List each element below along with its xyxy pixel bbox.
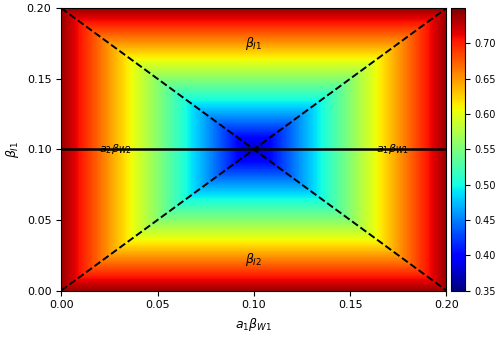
Text: $\beta_{I2}$: $\beta_{I2}$ [245,251,262,268]
X-axis label: $a_1\beta_{W1}$: $a_1\beta_{W1}$ [236,316,273,333]
Text: $a_2\beta_{W2}$: $a_2\beta_{W2}$ [98,142,132,156]
Text: $\beta_{I1}$: $\beta_{I1}$ [245,35,262,52]
Text: $a_1\beta_{W1}$: $a_1\beta_{W1}$ [376,142,409,156]
Y-axis label: $\beta_{I1}$: $\beta_{I1}$ [4,141,21,158]
